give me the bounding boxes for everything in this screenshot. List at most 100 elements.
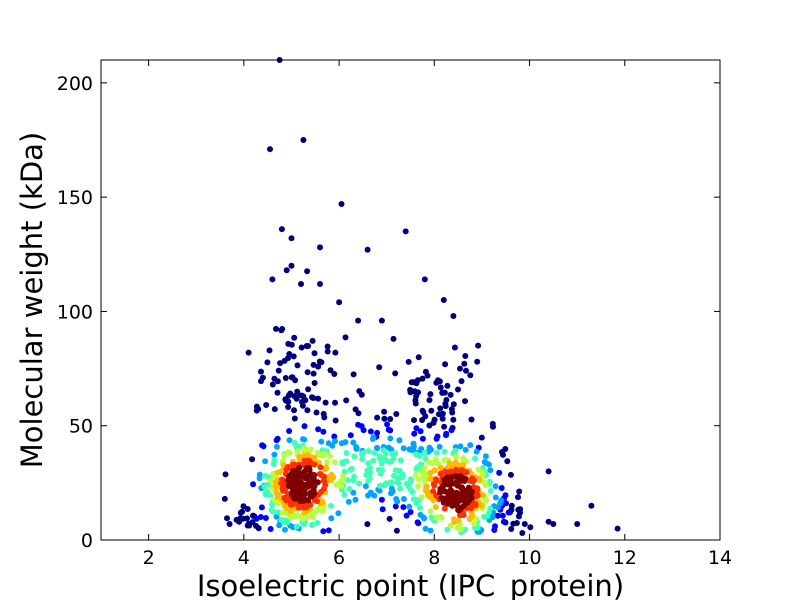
data-point (457, 443, 464, 450)
data-point (328, 515, 335, 522)
data-point (443, 432, 449, 439)
data-point (476, 477, 483, 484)
data-point (347, 466, 354, 473)
data-point (295, 443, 302, 450)
data-point (267, 492, 274, 499)
data-point (545, 468, 552, 475)
data-point (352, 496, 359, 503)
data-point (291, 415, 298, 422)
data-point (293, 477, 300, 484)
data-point (311, 455, 318, 462)
data-point (301, 436, 308, 443)
data-point (353, 445, 360, 452)
data-point (457, 365, 463, 372)
data-point (258, 368, 264, 375)
data-point (510, 520, 517, 527)
data-point (453, 466, 460, 473)
data-point (325, 527, 332, 534)
data-point (318, 359, 325, 366)
ticks-layer: 2 4 6 8 10 12 14 0 50 100 150 200 (57, 60, 732, 569)
data-point (343, 450, 350, 456)
data-point (339, 460, 346, 467)
data-point (325, 474, 332, 481)
data-point (364, 521, 371, 528)
data-point (271, 406, 278, 413)
data-point (426, 422, 433, 429)
data-point (436, 443, 443, 450)
data-point (285, 404, 292, 410)
data-point (440, 297, 447, 303)
x-tick-label: 6 (333, 547, 345, 569)
data-point (462, 446, 469, 453)
data-point (498, 485, 505, 491)
data-point (500, 518, 507, 525)
points-layer (221, 57, 621, 536)
data-point (421, 465, 428, 472)
data-point (327, 367, 334, 374)
data-point (475, 342, 482, 349)
data-point (481, 513, 488, 520)
data-point (397, 457, 404, 464)
y-tick-label: 0 (81, 530, 93, 552)
data-point (305, 343, 312, 349)
data-point (430, 488, 437, 495)
data-point (505, 509, 512, 516)
data-point (492, 494, 499, 501)
data-point (320, 477, 327, 484)
data-point (408, 379, 415, 386)
data-point (286, 450, 293, 456)
data-point (429, 460, 436, 467)
data-point (376, 455, 383, 462)
data-point (338, 440, 345, 447)
data-point (490, 423, 496, 430)
data-point (439, 389, 446, 396)
data-point (320, 528, 327, 535)
data-point (350, 439, 357, 446)
data-point (451, 516, 457, 523)
data-point (419, 435, 426, 442)
data-point (504, 458, 511, 465)
data-point (378, 496, 385, 503)
data-point (464, 487, 470, 494)
data-point (442, 361, 449, 368)
data-point (308, 522, 315, 528)
data-point (393, 411, 400, 417)
data-point (451, 344, 458, 351)
data-point (588, 502, 595, 509)
data-point (256, 475, 263, 482)
data-point (343, 397, 350, 404)
data-point (278, 226, 285, 233)
data-point (508, 526, 515, 532)
data-point (447, 391, 454, 398)
data-point (335, 510, 342, 517)
data-point (321, 414, 328, 421)
data-point (314, 519, 321, 526)
data-point (286, 437, 293, 444)
data-point (413, 380, 420, 387)
data-point (317, 464, 324, 471)
data-point (274, 389, 281, 396)
data-point (371, 449, 378, 456)
data-point (257, 514, 264, 520)
x-tick-label: 12 (613, 547, 637, 569)
data-point (262, 515, 269, 521)
data-point (299, 487, 305, 494)
data-point (332, 399, 338, 406)
data-point (447, 522, 454, 529)
data-point (392, 370, 399, 377)
data-point (355, 410, 362, 417)
data-point (386, 458, 393, 465)
data-point (315, 426, 322, 433)
data-point (418, 494, 425, 500)
data-point (487, 488, 494, 494)
data-point (296, 455, 303, 462)
data-point (386, 515, 393, 522)
data-point (419, 417, 426, 423)
data-point (409, 489, 416, 495)
data-point (381, 415, 388, 422)
data-point (313, 409, 320, 416)
data-point (278, 327, 285, 334)
data-point (519, 530, 526, 536)
data-point (406, 503, 413, 510)
data-point (323, 459, 330, 466)
